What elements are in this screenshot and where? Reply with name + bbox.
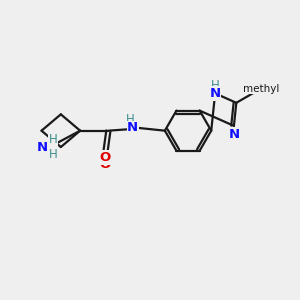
Text: H: H <box>49 133 58 146</box>
Text: H: H <box>49 133 58 146</box>
Text: N: N <box>37 140 48 154</box>
Text: methyl: methyl <box>243 84 279 94</box>
Text: H: H <box>48 148 57 161</box>
Text: O: O <box>100 151 111 164</box>
Text: H: H <box>48 148 57 161</box>
Text: H: H <box>126 113 135 126</box>
Text: O: O <box>100 158 111 171</box>
Text: N: N <box>210 87 221 100</box>
Text: N: N <box>127 121 138 134</box>
Text: N: N <box>210 87 221 100</box>
Text: H: H <box>126 113 135 126</box>
Text: N: N <box>37 140 48 154</box>
Text: methyl: methyl <box>246 85 275 94</box>
Text: methyl: methyl <box>243 84 279 94</box>
Text: methyl: methyl <box>242 86 274 95</box>
Text: H: H <box>211 79 220 92</box>
Text: H: H <box>211 79 220 92</box>
Text: methyl: methyl <box>0 299 1 300</box>
Text: N: N <box>228 128 239 141</box>
Text: N: N <box>127 121 138 134</box>
Text: N: N <box>228 129 239 142</box>
